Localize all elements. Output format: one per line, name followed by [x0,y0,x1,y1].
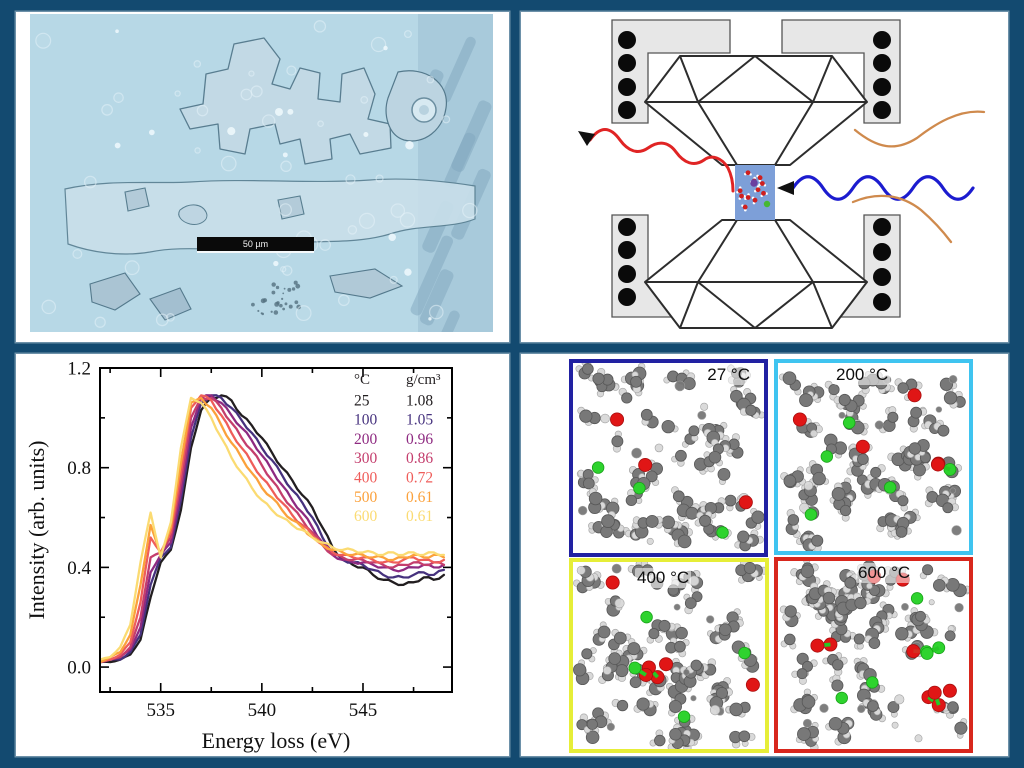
svg-text:0.96: 0.96 [406,431,433,448]
md-molecules-400C [573,562,765,749]
micrograph-panel: 50 µm [16,12,509,342]
eels-spectra-chart: 535 540 545 0.0 0.4 0.8 1.2 Energy loss (eV) Int… [16,354,509,756]
svg-text:1.2: 1.2 [67,359,91,380]
svg-text:0.8: 0.8 [67,458,91,479]
md-molecules-27C [573,363,764,553]
svg-text:0.72: 0.72 [406,470,433,487]
svg-text:500: 500 [354,489,378,506]
svg-text:Energy loss (eV): Energy loss (eV) [202,728,351,753]
svg-text:100: 100 [354,412,378,429]
md-molecules-600C [778,561,969,749]
svg-text:0.4: 0.4 [67,558,91,579]
svg-text:300: 300 [354,450,378,467]
svg-text:1.08: 1.08 [406,392,433,409]
svg-text:200: 200 [354,431,378,448]
scale-bar: 50 µm [197,237,314,253]
md-snapshot-400C: 400 °C [569,558,769,753]
md-snapshot-27C: 27 °C [569,359,768,557]
svg-text:25: 25 [354,392,370,409]
micrograph-image: 50 µm [30,14,493,332]
md-snapshots-panel: 27 °C 200 °C 400 °C 600 °C [521,354,1008,756]
md-temperature-label: 27 °C [705,365,752,385]
svg-text:0.61: 0.61 [406,508,433,525]
svg-text:°C: °C [354,372,370,388]
svg-text:600: 600 [354,508,378,525]
dac-diagram [521,12,1008,342]
micrograph-texture [30,14,493,332]
svg-text:0.86: 0.86 [406,450,433,467]
eels-chart-panel: 535 540 545 0.0 0.4 0.8 1.2 Energy loss (eV) Int… [16,354,509,756]
md-snapshot-200C: 200 °C [774,359,973,555]
svg-text:545: 545 [349,700,378,721]
md-temperature-label: 200 °C [834,365,891,385]
dac-diagram-panel [521,12,1008,342]
svg-text:400: 400 [354,470,378,487]
svg-text:0.61: 0.61 [406,489,433,506]
svg-text:Intensity (arb. units): Intensity (arb. units) [24,440,49,619]
md-temperature-label: 600 °C [856,563,913,583]
svg-text:g/cm³: g/cm³ [406,372,441,388]
scale-bar-label: 50 µm [242,238,269,249]
md-snapshot-600C: 600 °C [774,557,973,753]
svg-text:1.05: 1.05 [406,412,433,429]
md-molecules-200C [778,363,969,551]
svg-text:535: 535 [146,700,175,721]
svg-text:0.0: 0.0 [67,658,91,679]
svg-text:540: 540 [248,700,277,721]
md-temperature-label: 400 °C [635,568,692,588]
